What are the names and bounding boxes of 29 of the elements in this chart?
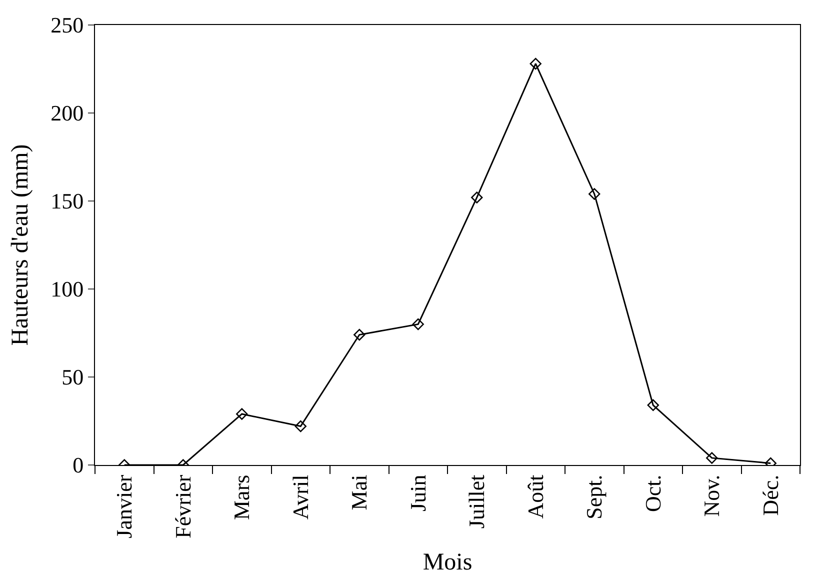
point [530, 58, 542, 70]
x-tick-label: Sept. [582, 474, 607, 520]
y-tick-label: 150 [50, 188, 84, 214]
y-axis-title: Hauteurs d'eau (mm) [8, 144, 34, 346]
x-tick-label: Juin [405, 474, 430, 512]
x-tick-label: Août [522, 474, 548, 519]
y-tick-label: 0 [72, 452, 84, 478]
x-axis-title: Mois [422, 550, 472, 576]
x-tick-label: Février [170, 474, 196, 538]
point [236, 408, 248, 420]
x-tick-label: Oct. [640, 474, 666, 512]
x-tick-label: Mars [229, 474, 254, 520]
x-tick-label: Nov. [699, 474, 724, 517]
point [412, 318, 424, 330]
y-tick-label: 250 [50, 12, 84, 38]
point [354, 328, 366, 341]
x-tick-label: Avril [288, 474, 313, 520]
x-tick-label: Mai [346, 474, 372, 510]
point [471, 192, 483, 204]
point [706, 452, 718, 464]
point [294, 420, 306, 432]
y-tick-label: 50 [62, 364, 84, 390]
x-tick-label: Janvier [112, 474, 137, 538]
y-tick-label: 200 [50, 100, 84, 126]
y-tick-label: 100 [50, 276, 84, 302]
point [588, 188, 600, 200]
x-tick-label: Déc. [758, 474, 783, 516]
x-tick-label: Juillet [464, 474, 490, 529]
point [647, 399, 659, 412]
